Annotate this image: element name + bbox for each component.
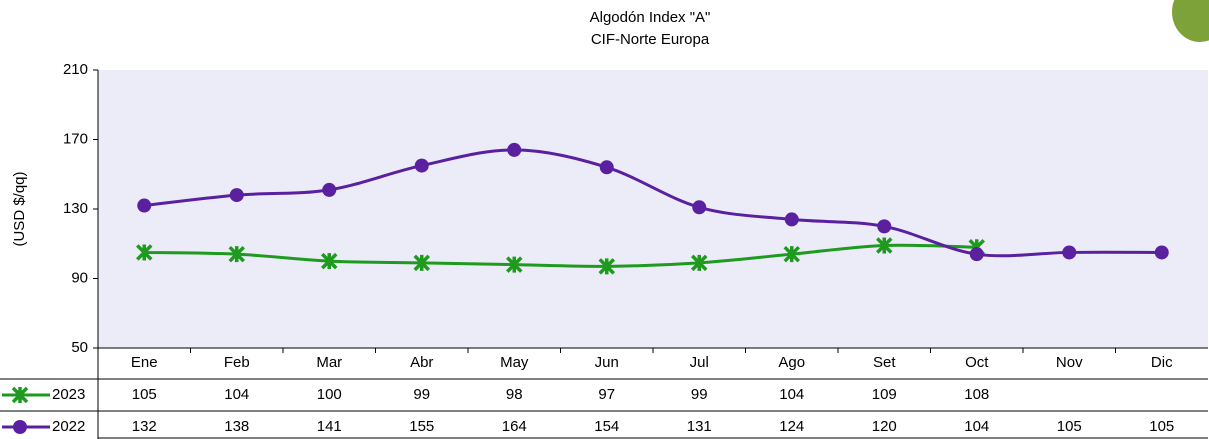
table-value: 98 [506, 386, 523, 403]
y-axis-label: (USD $/qq) [11, 171, 28, 246]
table-value: 105 [1149, 418, 1174, 435]
x-tick-label: Ago [778, 354, 805, 371]
table-value: 99 [691, 386, 708, 403]
table-value: 104 [779, 386, 804, 403]
y-tick-label: 90 [71, 269, 88, 286]
x-tick-label: Jun [595, 354, 619, 371]
legend-marker [13, 420, 27, 434]
chart-subtitle: CIF-Norte Europa [591, 31, 710, 48]
table-value: 105 [132, 386, 157, 403]
table-value: 141 [317, 418, 342, 435]
data-point [137, 199, 151, 213]
table-value: 124 [779, 418, 804, 435]
x-tick-label: Ene [131, 354, 158, 371]
table-value: 100 [317, 386, 342, 403]
data-point [600, 160, 614, 174]
table-value: 105 [1057, 418, 1082, 435]
data-point [785, 212, 799, 226]
table-value: 120 [872, 418, 897, 435]
table-value: 104 [224, 386, 249, 403]
y-tick-label: 170 [63, 130, 88, 147]
x-tick-label: Set [873, 354, 896, 371]
x-tick-label: Jul [690, 354, 709, 371]
data-point [1062, 245, 1076, 259]
table-value: 131 [687, 418, 712, 435]
table-value: 155 [409, 418, 434, 435]
x-tick-label: Abr [410, 354, 433, 371]
chart: Algodón Index "A" CIF-Norte Europa (USD … [0, 0, 1209, 439]
x-tick-label: Mar [316, 354, 342, 371]
decoration [1172, 0, 1209, 42]
table-value: 99 [413, 386, 430, 403]
y-tick-label: 50 [71, 339, 88, 356]
data-point [970, 247, 984, 261]
plot-area [98, 70, 1208, 348]
y-tick-label: 130 [63, 200, 88, 217]
data-point [692, 200, 706, 214]
data-point [1155, 245, 1169, 259]
x-tick-label: Dic [1151, 354, 1173, 371]
x-tick-label: May [500, 354, 529, 371]
table-value: 132 [132, 418, 157, 435]
table-value: 97 [598, 386, 615, 403]
chart-title: Algodón Index "A" [590, 9, 711, 26]
legend-label: 2022 [52, 418, 85, 435]
table-value: 138 [224, 418, 249, 435]
data-point [322, 183, 336, 197]
x-tick-label: Oct [965, 354, 989, 371]
x-tick-label: Nov [1056, 354, 1083, 371]
data-point [230, 188, 244, 202]
table-value: 154 [594, 418, 619, 435]
data-point [507, 143, 521, 157]
legend-label: 2023 [52, 386, 85, 403]
data-point [415, 159, 429, 173]
table-value: 109 [872, 386, 897, 403]
table-value: 104 [964, 418, 989, 435]
x-tick-label: Feb [224, 354, 250, 371]
y-tick-label: 210 [63, 61, 88, 78]
table-value: 108 [964, 386, 989, 403]
data-point [877, 219, 891, 233]
table-value: 164 [502, 418, 527, 435]
